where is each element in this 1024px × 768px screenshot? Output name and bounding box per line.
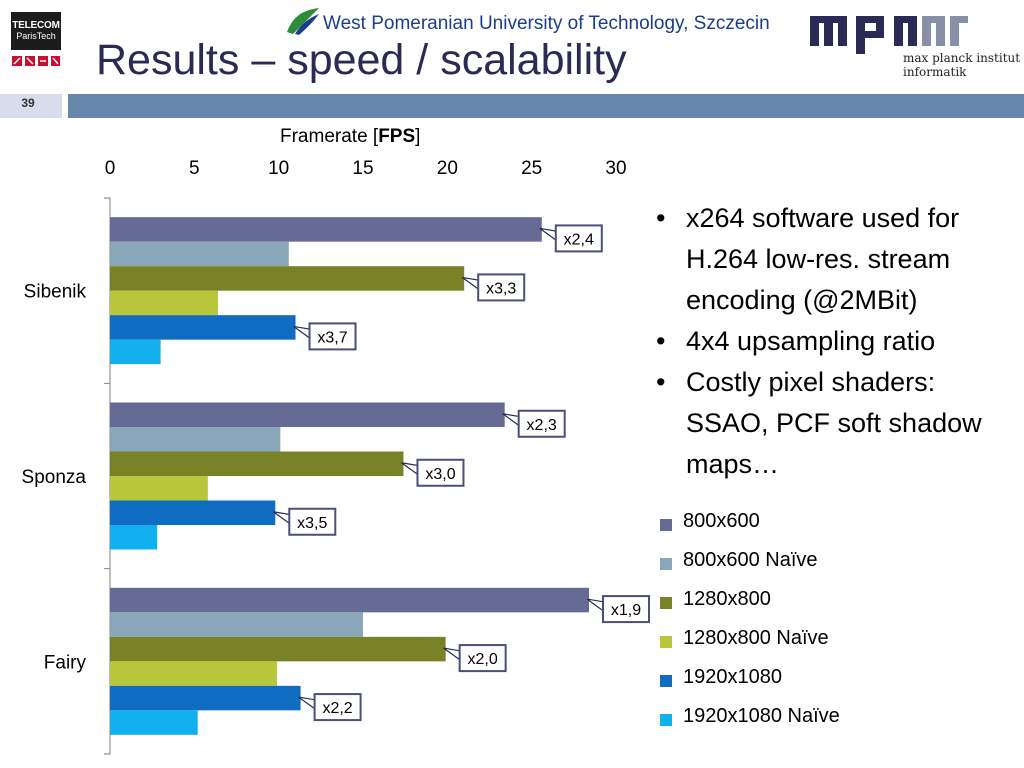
bullet-list: • x264 software used for H.264 low-res. s…: [652, 198, 1017, 485]
mpi-wordmark-icon: [810, 16, 968, 54]
legend-label: 1920x1080 Naïve: [683, 705, 840, 727]
x-tick-label: 5: [189, 158, 200, 179]
x-axis-title: Framerate [FPS]: [280, 126, 420, 148]
category-label: Sibenik: [24, 282, 87, 303]
bar-sibenik-2: [110, 266, 465, 291]
x-tick-label: 0: [105, 158, 116, 179]
speedup-label: x3,0: [425, 466, 455, 483]
bar-fairy-1: [110, 612, 363, 637]
legend-label: 1280x800: [683, 588, 771, 610]
zut-leaf-icon: [287, 8, 319, 35]
bullet-glyph: •: [656, 367, 666, 397]
bar-fairy-0: [110, 587, 590, 613]
slide-title: Results – speed / scalability: [96, 36, 627, 84]
speedup-label: x2,4: [564, 231, 594, 248]
callout-box: [602, 595, 650, 624]
callout-box: [517, 409, 566, 438]
legend-swatch: [660, 597, 672, 609]
x-tick-label: 10: [268, 158, 289, 179]
bullet-text: Costly pixel shaders: SSAO, PCF soft sha…: [686, 367, 982, 479]
legend-label: 1280x800 Naïve: [683, 627, 829, 649]
legend-swatch: [660, 636, 672, 648]
university-name: West Pomeranian University of Technology…: [323, 13, 770, 34]
legend-label: 800x600: [683, 510, 760, 532]
speedup-label: x3,5: [297, 515, 327, 532]
bar-sponza-0: [110, 402, 505, 427]
x-tick-label: 15: [352, 158, 373, 179]
bar-fairy-3: [110, 661, 277, 686]
telecom-logo-line2: ParisTech: [16, 31, 56, 41]
speedup-label: x3,7: [317, 329, 347, 346]
bar-sponza-1: [110, 427, 281, 452]
legend-swatch: [660, 519, 672, 531]
mpi-logo-line1: max planck institut: [903, 51, 1021, 65]
callout-box: [477, 273, 526, 302]
bar-fairy-4: [110, 685, 301, 711]
legend-swatch: [660, 558, 672, 570]
page-number: 39: [21, 96, 35, 110]
category-label: Sponza: [22, 467, 87, 488]
legend-swatch: [660, 714, 672, 726]
callout-box: [554, 224, 603, 253]
callout-box: [416, 458, 465, 487]
bar-fairy-2: [110, 636, 446, 662]
speedup-label: x2,2: [322, 700, 352, 717]
bullet-glyph: •: [656, 326, 666, 356]
bar-sponza-3: [110, 476, 208, 501]
category-label: Fairy: [44, 652, 87, 673]
x-tick-label: 20: [437, 158, 458, 179]
legend-label: 800x600 Naïve: [683, 549, 818, 571]
x-tick-label: 30: [605, 158, 626, 179]
bar-sponza-5: [110, 525, 158, 550]
mpi-logo-line2: informatik: [903, 65, 967, 79]
bar-sponza-2: [110, 451, 404, 476]
callout-box: [288, 507, 337, 536]
legend-label: 1920x1080: [683, 666, 782, 688]
callout-box: [458, 644, 507, 673]
bullet-item: • Costly pixel shaders: SSAO, PCF soft sh…: [652, 362, 1017, 485]
callout-box: [308, 322, 357, 351]
mpi-logo: max planck institut informatik: [810, 8, 1021, 79]
bar-sibenik-3: [110, 290, 218, 316]
page-number-box: [0, 94, 62, 118]
bullet-glyph: •: [656, 203, 666, 233]
bar-sibenik-5: [110, 339, 161, 365]
telecom-logo-line1: TELECOM: [12, 20, 60, 31]
x-axis-title-unit: FPS: [378, 126, 416, 147]
bar-sibenik-1: [110, 241, 289, 267]
x-axis-title-prefix: Framerate [: [280, 126, 379, 147]
speedup-label: x1,9: [611, 602, 641, 619]
header-rule-bar: [68, 94, 1024, 118]
x-tick-label: 25: [521, 158, 542, 179]
speedup-label: x2,3: [527, 417, 557, 434]
bar-fairy-5: [110, 710, 198, 735]
bar-sponza-4: [110, 500, 276, 525]
bullet-item: • x264 software used for H.264 low-res. s…: [652, 198, 1017, 321]
framerate-bar-chart: 0 5 10 15 20 25 30 Sibenik Sponza Fairy x2,4 x3,3 x3…: [22, 158, 650, 755]
institut-mines-icon: [12, 56, 60, 66]
legend-swatch: [660, 675, 672, 687]
speedup-label: x2,0: [468, 651, 498, 668]
bullet-text: 4x4 upsampling ratio: [686, 326, 936, 356]
bar-sibenik-0: [110, 217, 542, 242]
bar-sibenik-4: [110, 315, 296, 340]
callout-box: [313, 693, 362, 722]
speedup-label: x3,3: [486, 280, 516, 297]
bullet-text: x264 software used for H.264 low-res. st…: [686, 203, 960, 315]
telecom-paristech-logo: TELECOM ParisTech: [11, 12, 61, 72]
x-axis-title-suffix: ]: [415, 126, 421, 147]
bullet-item: • 4x4 upsampling ratio: [652, 321, 1017, 362]
